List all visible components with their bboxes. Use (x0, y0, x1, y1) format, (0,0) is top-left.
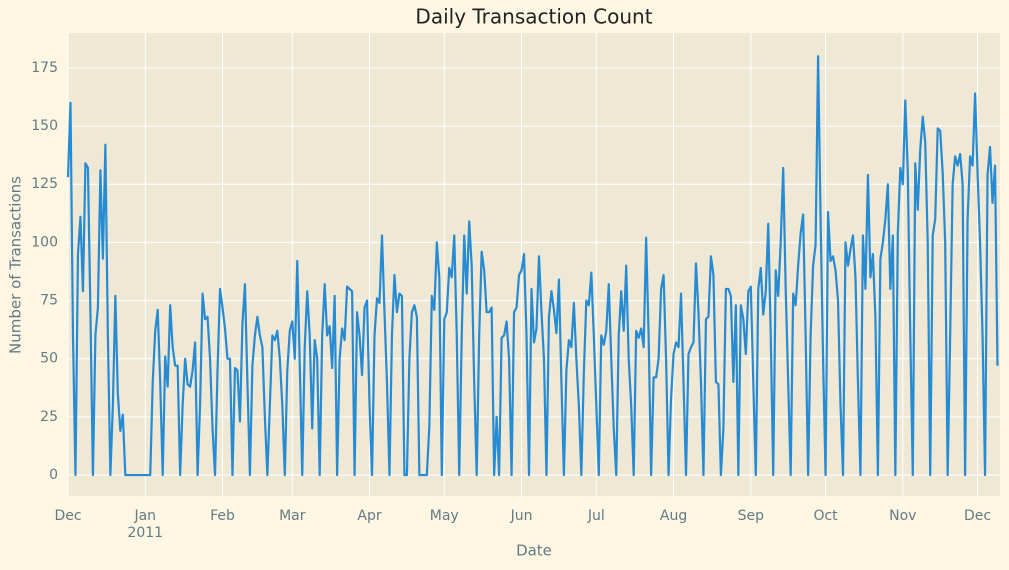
x-tick-label: Jun (510, 508, 533, 524)
x-tick-label: Jan 2011 (127, 508, 163, 541)
y-tick-label: 125 (31, 176, 58, 192)
chart-title: Daily Transaction Count (415, 5, 652, 29)
y-tick-label: 0 (49, 467, 58, 483)
x-tick-label: Feb (210, 508, 235, 524)
x-axis-label: Date (516, 542, 552, 560)
y-tick-label: 25 (40, 409, 58, 425)
x-tick-label: Nov (889, 508, 916, 524)
y-tick-label: 50 (40, 351, 58, 367)
x-tick-label: Mar (279, 508, 306, 524)
x-tick-label: Dec (964, 508, 991, 524)
x-tick-label: Apr (357, 508, 381, 524)
y-tick-label: 100 (31, 234, 58, 250)
x-tick-label: May (430, 508, 459, 524)
x-tick-label: Aug (660, 508, 687, 524)
y-tick-label: 150 (31, 118, 58, 134)
data-line (66, 55, 999, 477)
x-tick-label: Dec (54, 508, 81, 524)
x-tick-label: Sep (738, 508, 765, 524)
y-axis-label: Number of Transactions (7, 176, 25, 354)
y-tick-label: 75 (40, 293, 58, 309)
x-tick-label: Oct (813, 508, 838, 524)
y-tick-label: 175 (31, 60, 58, 76)
x-tick-label: Jul (587, 508, 605, 524)
